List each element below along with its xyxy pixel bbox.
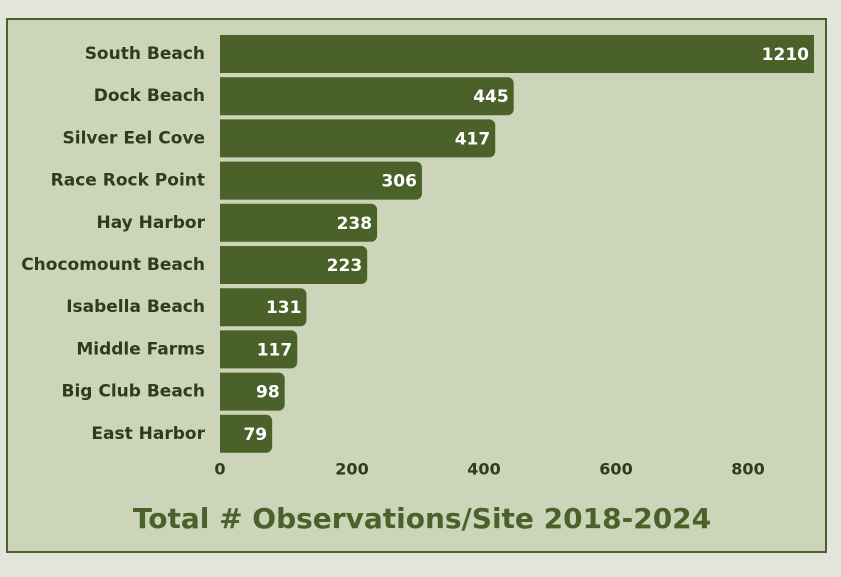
y-tick-label: South Beach	[85, 44, 205, 64]
bar	[220, 119, 496, 158]
value-label: 79	[243, 425, 267, 445]
value-label: 98	[256, 383, 280, 403]
y-tick-label: Race Rock Point	[51, 171, 205, 191]
value-label: 1210	[762, 45, 809, 65]
bar	[220, 246, 368, 284]
x-tick-label: 0	[214, 460, 225, 479]
value-label: 238	[337, 214, 373, 234]
chart-title: Total # Observations/Site 2018-2024	[133, 502, 711, 535]
y-tick-label: East Harbor	[91, 424, 205, 444]
bar	[220, 330, 298, 369]
bar	[220, 77, 514, 116]
bar	[220, 35, 814, 73]
plot-area	[220, 35, 814, 453]
y-tick-label: Chocomount Beach	[21, 255, 205, 275]
bar	[220, 372, 285, 411]
y-tick-label: Big Club Beach	[61, 382, 205, 402]
x-tick-label: 400	[467, 460, 500, 479]
x-tick-label: 600	[599, 460, 632, 479]
y-tick-label: Middle Farms	[76, 339, 205, 359]
bar	[220, 288, 307, 327]
x-tick-label: 800	[731, 460, 764, 479]
value-label: 223	[327, 256, 363, 276]
y-tick-label: Hay Harbor	[97, 213, 206, 233]
bar	[220, 161, 422, 200]
bar	[220, 414, 273, 453]
x-tick-label: 200	[335, 460, 368, 479]
y-tick-label: Dock Beach	[94, 86, 205, 106]
value-label: 306	[381, 172, 417, 192]
bar	[220, 203, 378, 242]
value-label: 131	[266, 298, 302, 318]
value-label: 417	[455, 129, 491, 149]
y-tick-label: Silver Eel Cove	[63, 128, 205, 148]
y-tick-label: Isabella Beach	[66, 297, 205, 317]
value-label: 445	[473, 87, 509, 107]
value-label: 117	[257, 340, 293, 360]
